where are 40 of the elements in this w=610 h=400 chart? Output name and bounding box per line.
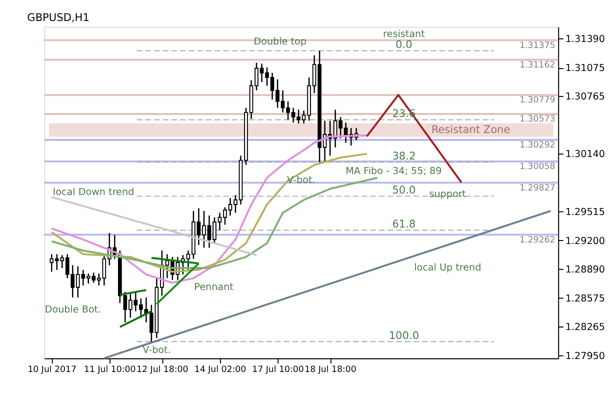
annotation: local Up trend (414, 262, 482, 274)
x-tick-label: 12 Jul 18:00 (136, 365, 188, 376)
y-tick-label: 1.31075 (565, 63, 606, 74)
y-tick-label: 1.27950 (565, 350, 606, 362)
annotation: V-bot. (142, 344, 171, 356)
x-tick-label: 10 Jul 2017 (28, 365, 77, 376)
ref-line-label: 1.29827 (520, 183, 556, 194)
ref-line-label: 1.30573 (520, 114, 556, 125)
ref-line-label: 1.30058 (520, 162, 556, 172)
ref-line-label: 1.31162 (520, 60, 556, 70)
ref-line-label: 1.29262 (520, 235, 556, 246)
annotation: 61.8 (392, 218, 416, 230)
annotation: 50.0 (392, 184, 416, 196)
x-tick-label: 18 Jul 18:00 (304, 365, 356, 376)
x-tick-label: 11 Jul 10:00 (84, 365, 136, 376)
band-label: Resistant Zone (431, 124, 510, 136)
y-tick-label: 1.28890 (565, 264, 606, 276)
annotation: 38.2 (392, 150, 416, 162)
y-tick-label: 1.28265 (565, 322, 606, 333)
chart-title: GBPUSD,H1 (27, 12, 90, 24)
y-tick-label: 1.30140 (565, 149, 606, 160)
annotation: resistant (383, 28, 426, 40)
y-tick-label: 1.28575 (565, 293, 606, 304)
annotation: 100.0 (388, 330, 420, 342)
y-tick-label: 1.31390 (565, 34, 606, 46)
annotation: MA Fibo - 34; 55; 89 (346, 166, 442, 178)
x-tick-label: 14 Jul 02:00 (194, 365, 246, 376)
annotation: Pennant (194, 282, 234, 293)
y-tick-label: 1.30765 (565, 92, 606, 103)
ref-line-label: 1.30779 (520, 96, 556, 106)
annotation: Double Bot. (44, 304, 102, 316)
annotation: local Down trend (52, 187, 134, 198)
annotation: Double top (254, 36, 306, 48)
ref-line-label: 1.30292 (520, 140, 556, 151)
annotation: support (429, 189, 466, 200)
ref-line-label: 1.31375 (520, 40, 556, 51)
annotation: 0.0 (396, 38, 413, 51)
y-tick-label: 1.29200 (565, 236, 606, 247)
x-tick-label: 17 Jul 10:00 (252, 365, 304, 376)
y-tick-label: 1.29515 (565, 206, 606, 218)
